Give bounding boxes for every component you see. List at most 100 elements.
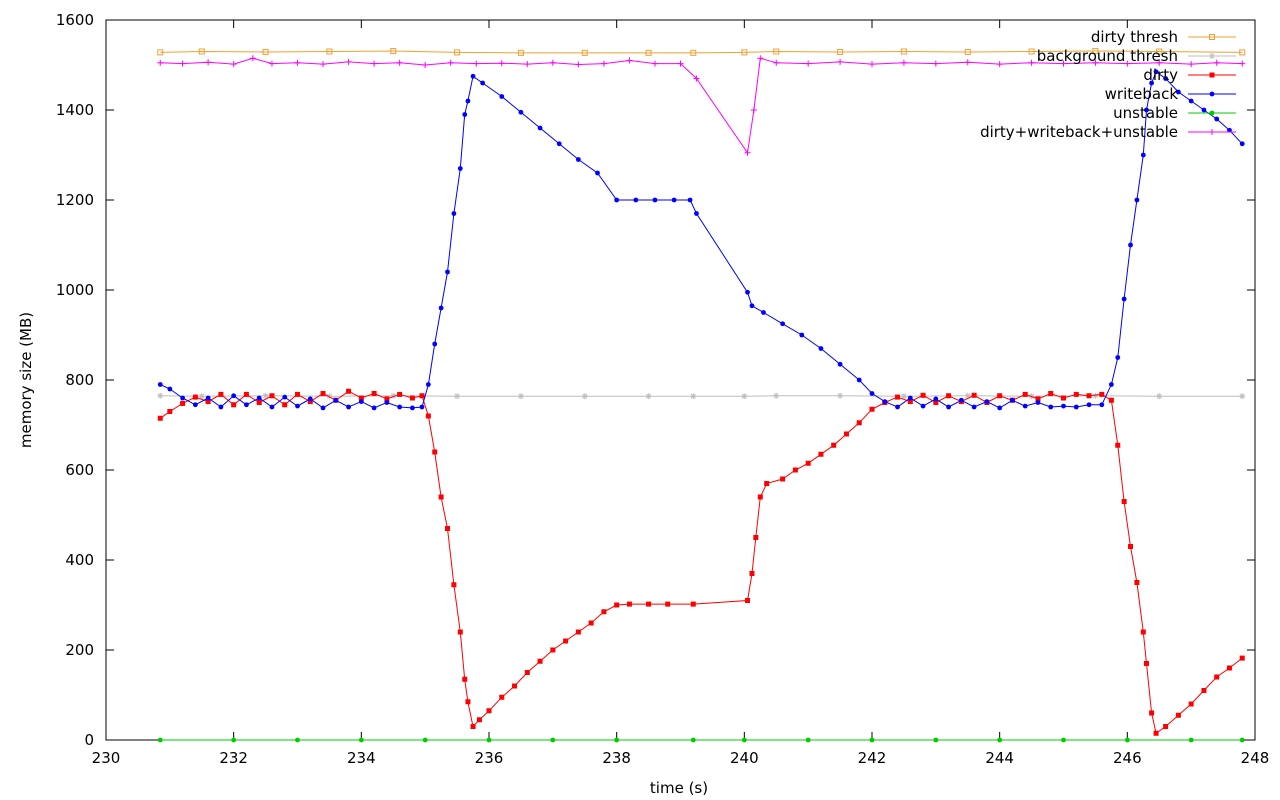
writeback-point (537, 125, 543, 131)
legend-label: unstable (1113, 104, 1178, 122)
dirty-point (451, 582, 457, 588)
background-thresh-point (1092, 392, 1099, 399)
writeback-point (346, 404, 351, 410)
y-tick-label: 400 (65, 551, 94, 569)
dirty-point (320, 391, 326, 396)
series-line-dirty-writeback-unstable (160, 57, 1243, 155)
dirty-point (614, 602, 620, 608)
writeback-point (1134, 197, 1140, 203)
legend-label: writeback (1105, 85, 1179, 103)
background-thresh-point (773, 392, 780, 399)
dirty-point (465, 699, 471, 705)
writeback-point (971, 404, 977, 410)
y-axis-label: memory size (MB) (17, 312, 35, 448)
dirty-writeback-unstable-point (294, 59, 301, 66)
legend-dirty-thresh-point (1209, 34, 1215, 40)
writeback-point (218, 404, 224, 410)
writeback-point (320, 405, 326, 411)
background-thresh-point (326, 393, 333, 400)
unstable-point (358, 737, 364, 743)
dirty-writeback-unstable-point (205, 59, 212, 66)
writeback-point (425, 382, 431, 387)
dirty-point (1149, 710, 1155, 716)
dirty-point (971, 392, 977, 398)
dirty-point (818, 451, 824, 457)
legend-item-background-thresh: background thresh (1037, 47, 1236, 65)
legend-item-writeback: writeback (1105, 85, 1236, 103)
dirty-writeback-unstable-point (498, 60, 505, 67)
x-tick-label: 240 (730, 749, 759, 767)
dirty-writeback-unstable-point (626, 57, 633, 64)
series-dirty-writeback-unstable (157, 55, 1246, 156)
dirty-point (575, 629, 581, 635)
writeback-point (256, 395, 262, 401)
writeback-point (895, 404, 900, 410)
dirty-writeback-unstable-point (964, 59, 971, 66)
writeback-point (869, 391, 875, 396)
writeback-point (780, 321, 786, 327)
dirty-thresh-point (1156, 48, 1163, 55)
writeback-point (465, 98, 471, 104)
dirty-thresh-point (581, 49, 588, 56)
dirty-point (1099, 391, 1105, 397)
legend-item-dirty: dirty (1143, 66, 1236, 84)
writeback-point (371, 405, 377, 411)
writeback-point (687, 197, 693, 203)
dirty-point (764, 481, 770, 486)
dirty-writeback-unstable-point (773, 59, 780, 66)
x-tick-label: 232 (219, 749, 248, 767)
dirty-point (457, 629, 463, 635)
legend-writeback-point (1209, 91, 1215, 97)
dirty-point (1121, 499, 1127, 504)
dirty-point (1048, 391, 1054, 396)
x-axis: 230 232 234 236 238 240 242 244 246 248 (92, 20, 1270, 767)
x-tick-label: 246 (1113, 749, 1142, 767)
unstable-point (741, 737, 747, 743)
dirty-point (1035, 396, 1041, 402)
dirty-thresh-point (517, 49, 524, 56)
writeback-point (269, 404, 275, 410)
writeback-point (445, 269, 450, 275)
dirty-writeback-unstable-point (1092, 59, 1099, 66)
series-line-dirty-thresh (160, 50, 1243, 54)
dirty-point (397, 391, 403, 397)
dirty-point (690, 601, 696, 607)
unstable-point (805, 737, 811, 743)
legend-item-dirty-writeback-unstable: dirty+writeback+unstable (980, 123, 1236, 141)
writeback-point (997, 405, 1003, 411)
dirty-thresh-point (1239, 49, 1246, 56)
dirty-point (486, 708, 492, 714)
dirty-writeback-unstable-point (1188, 61, 1195, 68)
dirty-writeback-unstable-point (750, 107, 757, 113)
dirty-point (307, 399, 313, 405)
dirty-point (1108, 397, 1114, 403)
y-tick-label: 1600 (56, 11, 94, 29)
writeback-point (1128, 242, 1133, 248)
writeback-point (1115, 355, 1121, 360)
dirty-point (409, 395, 415, 401)
y-tick-label: 0 (84, 731, 94, 749)
dirty-point (512, 683, 518, 689)
unstable-point (614, 737, 620, 743)
dirty-writeback-unstable-point (422, 62, 429, 68)
writeback-point (907, 395, 913, 401)
x-tick-label: 244 (985, 749, 1014, 767)
writeback-point (749, 303, 755, 309)
dirty-thresh-point (326, 48, 333, 55)
writeback-point (432, 341, 438, 347)
writeback-point (244, 402, 249, 408)
writeback-point (157, 382, 163, 387)
unstable-point (231, 737, 237, 743)
dirty-thresh-point (390, 48, 397, 55)
dirty-writeback-unstable-point (1028, 59, 1035, 66)
dirty-writeback-unstable-point (447, 59, 454, 66)
dirty-point (346, 388, 352, 394)
dirty-point (419, 393, 425, 399)
x-tick-label: 248 (1241, 749, 1270, 767)
dirty-point (295, 391, 300, 397)
writeback-point (799, 332, 805, 338)
dirty-point (358, 395, 364, 401)
dirty-thresh-point (262, 48, 269, 55)
dirty-thresh-point (198, 48, 205, 55)
dirty-point (895, 394, 901, 400)
